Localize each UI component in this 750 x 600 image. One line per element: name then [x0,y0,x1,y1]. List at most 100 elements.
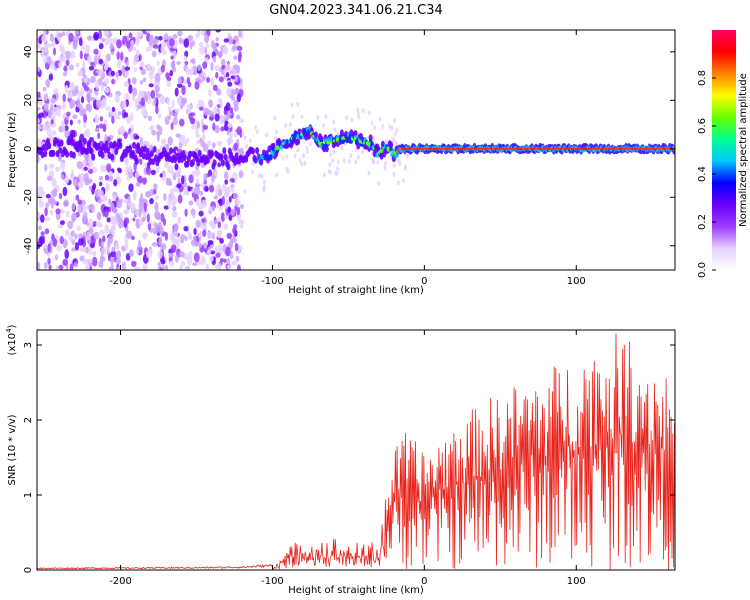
heatmap-cell [60,161,66,171]
heatmap-cell [69,64,74,71]
heatmap-cell [136,31,143,37]
heatmap-cell [135,49,140,57]
heatmap-cell [108,266,113,270]
snr-series-line [37,333,675,570]
heatmap-cell [214,171,218,177]
heatmap-cell [83,172,90,182]
heatmap-cell [203,173,208,182]
heatmap-cell [167,106,173,113]
heatmap-cell [156,213,162,221]
heatmap-cell [150,89,156,99]
heatmap-cell [83,166,88,171]
heatmap-cell [180,234,186,241]
heatmap-cell [168,111,174,116]
heatmap-cell [78,142,83,150]
heatmap-cell [53,47,56,56]
heatmap-cell [102,123,107,133]
heatmap-cell [115,266,120,270]
heatmap-cell [198,210,204,217]
y-tick-label: 20 [23,94,34,107]
heatmap-cell [207,231,213,239]
heatmap-cell [195,198,200,206]
heatmap-cell [58,44,65,53]
heatmap-cell [74,233,78,240]
heatmap-cell [203,107,209,116]
heatmap-cell [174,87,179,97]
heatmap-cell [121,65,125,75]
heatmap-cell [88,250,92,256]
heatmap-cell [58,146,63,154]
heatmap-cell [229,251,234,260]
heatmap-cell [196,178,200,187]
heatmap-cell [81,199,86,207]
heatmap-cell [155,105,159,115]
heatmap-cell [199,183,205,188]
heatmap-cell [38,112,45,118]
heatmap-cell [223,223,228,231]
heatmap-cell [170,244,177,253]
heatmap-cell [78,237,84,246]
heatmap-cell [46,43,53,48]
heatmap-cell [130,112,134,122]
heatmap-cell [138,208,142,218]
heatmap-cell [102,165,108,172]
heatmap-cell [45,194,51,199]
heatmap-cell [76,160,83,170]
heatmap-cell [361,108,365,114]
heatmap-cell [137,239,142,250]
heatmap-cell [101,37,106,42]
heatmap-cell [64,249,69,260]
heatmap-cell [70,230,75,237]
heatmap-cell [124,66,131,71]
heatmap-cell [179,264,183,270]
heatmap-cell [158,225,164,235]
heatmap-cell [123,81,129,88]
heatmap-cell [230,185,235,194]
heatmap-cell [199,45,205,55]
heatmap-cell [98,30,103,40]
heatmap-cell [56,108,61,118]
heatmap-cell [296,147,300,153]
heatmap-cell [60,220,65,226]
heatmap-cell [43,102,49,111]
heatmap-cell [52,106,59,117]
heatmap-cell [392,172,396,177]
heatmap-cell [131,235,135,240]
heatmap-cell [110,70,115,77]
heatmap-cell [72,114,78,120]
heatmap-cell [115,242,120,250]
heatmap-cell [71,212,77,222]
heatmap-cell [86,92,91,102]
heatmap-cell [152,39,159,45]
heatmap-cell [227,139,233,144]
x-tick-label: 100 [567,276,586,287]
heatmap-cell [213,195,219,200]
x-tick-label: 0 [421,276,427,287]
heatmap-cell [180,238,185,244]
heatmap-cell [373,125,377,131]
heatmap-cell [226,232,233,239]
heatmap-cell [163,205,170,210]
heatmap-cell [350,117,354,123]
heatmap-cell [134,36,140,46]
y-tick-label: 2 [23,417,34,423]
heatmap-cell [224,187,230,197]
heatmap-cell [63,199,69,208]
heatmap-cell [160,44,166,55]
heatmap-cell [142,232,149,240]
heatmap-cell [298,158,302,163]
heatmap-cell [211,205,215,212]
heatmap-cell [102,235,106,243]
heatmap-cell [210,76,215,87]
heatmap-cell [301,153,305,159]
chart-title: GN04.2023.341.06.21.C34 [269,3,443,18]
heatmap-cell [104,57,108,67]
heatmap-cell [171,200,176,206]
heatmap-cell [60,174,65,180]
heatmap-cell [273,115,277,121]
heatmap-cell [79,255,84,262]
heatmap-cell [148,70,154,80]
heatmap-cell [231,260,238,266]
heatmap-cell [154,202,159,212]
heatmap-cell [245,143,249,149]
